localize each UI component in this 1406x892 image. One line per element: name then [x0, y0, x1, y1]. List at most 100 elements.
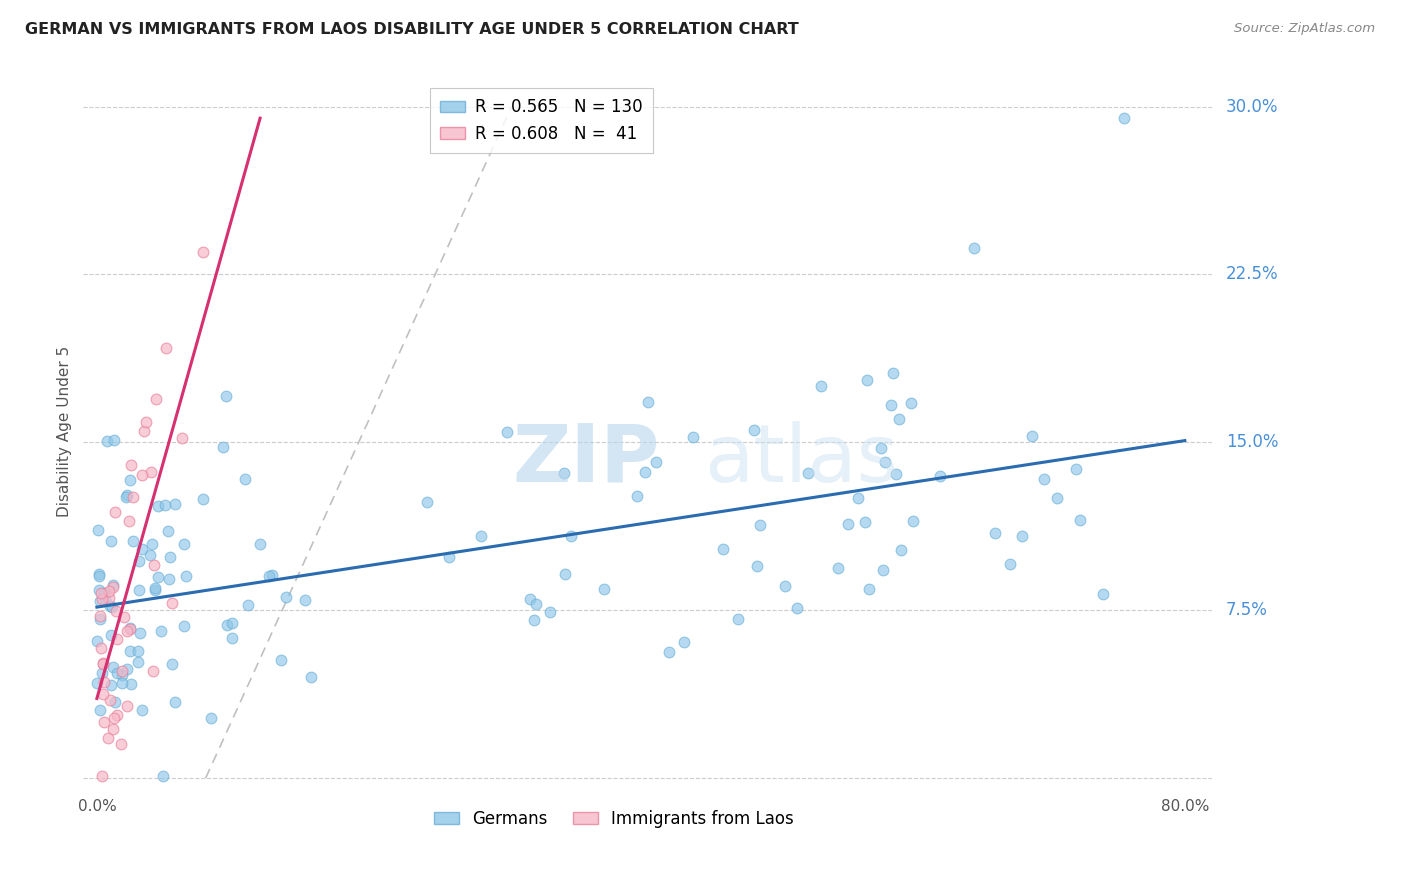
Point	[100, 678, 122, 692]
Point	[727, 612, 749, 626]
Point	[775, 579, 797, 593]
Point	[105, 708, 128, 723]
Point	[1092, 587, 1115, 601]
Point	[749, 518, 772, 533]
Point	[848, 491, 870, 506]
Point	[191, 245, 214, 260]
Point	[112, 610, 135, 624]
Point	[274, 590, 297, 604]
Point	[644, 455, 666, 469]
Point	[91, 687, 114, 701]
Point	[524, 597, 547, 611]
Point	[135, 415, 157, 429]
Point	[299, 670, 322, 684]
Point	[93, 674, 115, 689]
Point	[174, 568, 197, 582]
Point	[592, 582, 614, 596]
Point	[89, 612, 111, 626]
Point	[682, 430, 704, 444]
Point	[658, 645, 681, 659]
Text: GERMAN VS IMMIGRANTS FROM LAOS DISABILITY AGE UNDER 5 CORRELATION CHART: GERMAN VS IMMIGRANTS FROM LAOS DISABILIT…	[25, 22, 799, 37]
Point	[90, 640, 112, 655]
Point	[110, 738, 132, 752]
Point	[217, 618, 239, 632]
Point	[745, 559, 768, 574]
Point	[257, 569, 280, 583]
Point	[127, 655, 149, 669]
Point	[890, 543, 912, 558]
Point	[200, 711, 222, 725]
Point	[131, 541, 153, 556]
Point	[215, 388, 238, 402]
Point	[93, 714, 115, 729]
Point	[91, 769, 114, 783]
Point	[672, 635, 695, 649]
Point	[560, 529, 582, 543]
Point	[1021, 428, 1043, 442]
Point	[519, 592, 541, 607]
Point	[963, 241, 986, 255]
Point	[122, 490, 145, 504]
Point	[159, 549, 181, 564]
Point	[415, 494, 437, 508]
Text: Source: ZipAtlas.com: Source: ZipAtlas.com	[1234, 22, 1375, 36]
Point	[887, 412, 910, 426]
Point	[146, 500, 169, 514]
Point	[97, 584, 120, 599]
Point	[87, 569, 110, 583]
Point	[540, 605, 562, 619]
Point	[637, 394, 659, 409]
Point	[120, 644, 142, 658]
Text: atlas: atlas	[704, 421, 898, 499]
Point	[118, 623, 141, 637]
Point	[145, 392, 167, 406]
Point	[111, 676, 134, 690]
Point	[115, 662, 138, 676]
Point	[89, 566, 111, 581]
Point	[120, 677, 142, 691]
Point	[233, 472, 256, 486]
Point	[100, 627, 122, 641]
Point	[470, 529, 492, 543]
Point	[103, 722, 125, 736]
Point	[143, 558, 166, 573]
Point	[86, 634, 108, 648]
Point	[983, 526, 1005, 541]
Point	[173, 537, 195, 551]
Point	[437, 550, 460, 565]
Point	[523, 613, 546, 627]
Point	[89, 593, 111, 607]
Point	[160, 597, 183, 611]
Point	[111, 667, 134, 681]
Point	[91, 656, 114, 670]
Point	[900, 396, 922, 410]
Text: 22.5%: 22.5%	[1226, 266, 1278, 284]
Point	[1112, 111, 1135, 125]
Point	[884, 467, 907, 482]
Text: 7.5%: 7.5%	[1226, 601, 1268, 619]
Point	[191, 491, 214, 506]
Point	[496, 425, 519, 440]
Point	[120, 473, 142, 487]
Point	[711, 542, 734, 557]
Point	[127, 644, 149, 658]
Point	[221, 631, 243, 645]
Point	[260, 567, 283, 582]
Point	[105, 604, 128, 618]
Point	[173, 619, 195, 633]
Point	[101, 580, 124, 594]
Point	[827, 561, 849, 575]
Point	[89, 703, 111, 717]
Point	[221, 615, 243, 630]
Point	[880, 398, 903, 412]
Point	[97, 731, 120, 745]
Point	[103, 695, 125, 709]
Point	[115, 699, 138, 714]
Point	[294, 593, 316, 607]
Point	[172, 431, 194, 445]
Legend: Germans, Immigrants from Laos: Germans, Immigrants from Laos	[427, 804, 800, 835]
Point	[796, 467, 818, 481]
Point	[155, 341, 177, 355]
Point	[120, 621, 142, 635]
Point	[128, 553, 150, 567]
